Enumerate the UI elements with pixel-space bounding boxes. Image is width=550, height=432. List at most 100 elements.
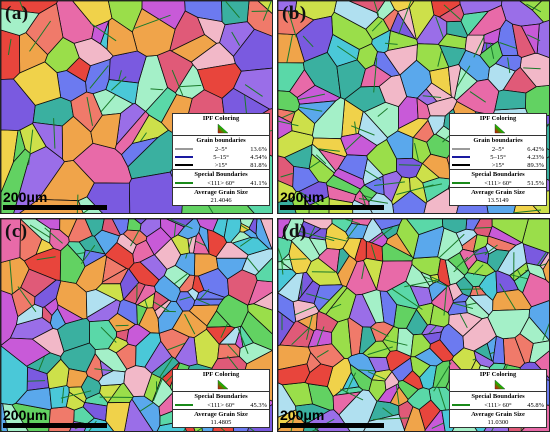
grain-boundaries-title: Grain boundaries [196,137,246,144]
twin-boundary [100,326,117,343]
twin-boundary [414,142,419,161]
twin-boundary [370,244,377,260]
sb-swatch [175,182,193,184]
grain [101,219,121,237]
grain [308,237,328,257]
grain [1,337,51,367]
twin-boundary [9,259,14,298]
twin-boundary [44,227,63,244]
panel-a: (a) 200μm IPF Coloring Grain boundaries … [0,0,273,214]
gb-swatch [175,148,193,150]
grain-boundaries-title: Grain boundaries [473,137,523,144]
grain [362,340,391,358]
twin-boundary [278,247,285,266]
twin-boundary [315,154,327,165]
twin-boundary [373,1,380,16]
avg-grain-size-title: Average Grain Size [471,411,525,418]
grain [520,23,540,54]
scale-bar-group: 200μm [280,188,390,210]
grain [278,9,315,36]
gb-swatch [452,164,470,166]
sb-percent: 45.8% [527,401,544,409]
grain [362,219,383,243]
gb-row: 2–5° 13.6% [173,145,269,153]
gb-row: >15° 81.8% [173,161,269,169]
scale-bar [280,205,384,210]
gb-label: 5–15° [490,153,506,161]
avg-grain-size-value: 11.0300 [487,419,509,426]
grain [519,1,543,11]
twin-boundary [359,198,388,204]
grain [410,333,431,358]
twin-boundary [89,22,117,42]
twin-boundary [374,181,405,186]
legend-box: IPF Coloring Special Boundaries <111> 60… [172,369,270,428]
twin-boundary [152,375,165,402]
twin-boundary [433,362,452,392]
grain [123,365,153,397]
twin-boundary [373,57,378,93]
grain [360,64,392,88]
twin-boundary [507,57,511,74]
grain [349,1,386,14]
avg-grain-size-title: Average Grain Size [194,411,248,418]
grain [12,61,62,106]
ipf-triangle [173,379,269,391]
panel-label: (a) [5,3,29,24]
grain [446,20,468,39]
twin-boundary [224,1,240,19]
sb-label: <111> 60° [484,179,512,187]
twin-boundary [512,209,542,213]
ipf-triangle [173,123,269,135]
grain [46,358,70,390]
scale-label: 200μm [280,189,325,205]
ipf-triangle [450,123,546,135]
grain [68,386,87,404]
grain [381,242,414,262]
grain [170,34,218,63]
sb-swatch [452,182,470,184]
scale-label: 200μm [3,407,48,423]
sb-swatch [175,404,193,406]
ipf-triangle-icon [217,123,229,134]
twin-boundary [351,125,375,136]
grain [396,157,423,179]
grain [331,219,353,233]
twin-boundary [367,346,393,356]
twin-boundary [377,108,388,117]
ipf-triangle-icon [494,123,506,134]
twin-boundary [398,1,412,35]
twin-boundary [526,34,541,42]
grain [486,249,510,272]
ipf-title: IPF Coloring [202,115,240,122]
twin-boundary [526,3,542,13]
grain [154,237,182,270]
twin-boundary [239,236,254,247]
scale-bar [280,423,384,428]
twin-boundary [298,230,335,242]
twin-boundary [346,219,363,240]
grain [223,219,242,243]
gb-label: >15° [491,161,505,169]
gb-swatch [452,156,470,158]
grain [1,8,40,36]
gb-label: 2–5° [491,145,505,153]
twin-boundary [469,91,486,103]
grain [278,33,305,64]
gb-percent: 4.54% [250,153,267,161]
avg-grain-size-value: 11.4805 [210,419,232,426]
gb-percent: 81.8% [250,161,267,169]
sb-row: <111> 60° 51.5% [450,179,546,187]
twin-boundary [443,4,461,20]
twin-boundary [499,42,518,50]
gb-swatch [452,148,470,150]
avg-grain-size-value: 13.5149 [487,197,509,204]
twin-boundary [523,67,541,70]
grain [432,360,451,388]
sb-label: <111> 60° [207,179,235,187]
twin-boundary [369,326,389,337]
grain [473,342,493,362]
twin-boundary [36,256,56,261]
twin-boundary [371,20,383,32]
twin-boundary [61,387,65,404]
